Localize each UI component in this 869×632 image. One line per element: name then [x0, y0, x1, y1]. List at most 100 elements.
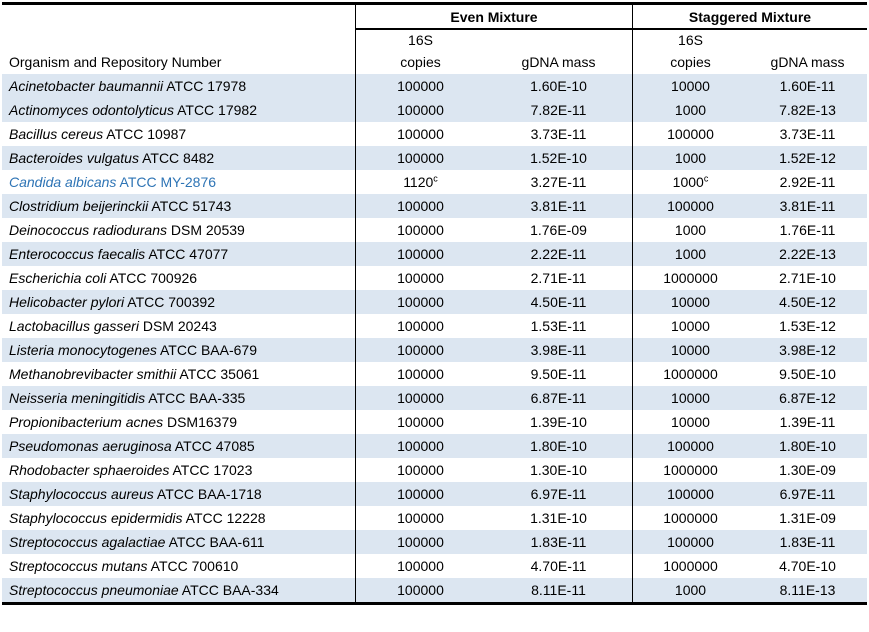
even-copies-cell: 100000 [355, 458, 485, 482]
even-mass-value: 3.98E-11 [530, 342, 587, 358]
staggered-mass-cell: 1.52E-12 [748, 146, 867, 170]
staggered-mass-value: 1.30E-09 [779, 462, 836, 478]
spacer-cell [2, 30, 355, 51]
even-copies-value: 1120 [403, 174, 434, 190]
footnote-marker: c [703, 173, 709, 184]
organism-cell: Streptococcus mutans ATCC 700610 [2, 554, 355, 578]
staggered-copies-cell: 10000 [632, 386, 748, 410]
even-copies-value: 100000 [397, 582, 444, 598]
strain-id: ATCC 12228 [185, 510, 266, 526]
table-row: Enterococcus faecalis ATCC 47077 100000 … [2, 242, 867, 266]
staggered-mass-value: 3.98E-12 [779, 342, 836, 358]
staggered-copies-cell: 100000 [632, 482, 748, 506]
staggered-mass-value: 9.50E-10 [779, 366, 836, 382]
table-row: Helicobacter pylori ATCC 700392 100000 4… [2, 290, 867, 314]
mock-community-table: Even Mixture Staggered Mixture 16S 16S O… [2, 2, 867, 605]
staggered-mass-cell: 3.73E-11 [748, 122, 867, 146]
staggered-mass-value: 4.70E-10 [779, 558, 836, 574]
table-body: Acinetobacter baumannii ATCC 17978 10000… [2, 74, 867, 602]
even-mass-value: 1.39E-10 [530, 414, 587, 430]
staggered-copies-value: 1000 [674, 246, 707, 262]
even-mass-cell: 6.87E-11 [485, 386, 632, 410]
staggered-copies-value: 100000 [667, 486, 714, 502]
staggered-mass-cell: 9.50E-10 [748, 362, 867, 386]
staggered-mass-cell: 2.92E-11 [748, 170, 867, 194]
even-copies-value: 100000 [397, 510, 444, 526]
staggered-copies-value: 10000 [671, 390, 710, 406]
even-mass-value: 1.60E-10 [530, 78, 587, 94]
staggered-mass-value: 2.71E-10 [779, 270, 836, 286]
strain-id: ATCC 10987 [106, 126, 187, 142]
organism-name: Streptococcus agalactiae [9, 534, 166, 550]
organism-name: Rhodobacter sphaeroides [9, 462, 170, 478]
strain-id: ATCC BAA-679 [160, 342, 257, 358]
staggered-mass-cell: 4.50E-12 [748, 290, 867, 314]
organism-name: Streptococcus pneumoniae [9, 582, 179, 598]
staggered-mass-value: 4.50E-12 [779, 294, 836, 310]
even-mass-value: 2.22E-11 [530, 246, 587, 262]
strain-id: ATCC 51743 [151, 198, 232, 214]
strain-id: ATCC BAA-334 [181, 582, 279, 598]
strain-id: DSM 20243 [142, 318, 217, 334]
strain-id: ATCC 35061 [179, 366, 260, 382]
staggered-copies-value: 1000000 [663, 462, 718, 478]
staggered-mass-cell: 2.22E-13 [748, 242, 867, 266]
organism-name: Staphylococcus epidermidis [9, 510, 183, 526]
organism-header-spacer [2, 5, 355, 30]
organism-cell: Listeria monocytogenes ATCC BAA-679 [2, 338, 355, 362]
staggered-copies-value: 10000 [671, 318, 710, 334]
staggered-mass-cell: 1.31E-09 [748, 506, 867, 530]
staggered-mass-cell: 1.80E-10 [748, 434, 867, 458]
table-row: Pseudomonas aeruginosa ATCC 47085 100000… [2, 434, 867, 458]
even-copies-value: 100000 [397, 390, 444, 406]
staggered-mass-cell: 2.71E-10 [748, 266, 867, 290]
organism-cell: Streptococcus agalactiae ATCC BAA-611 [2, 530, 355, 554]
strain-id: ATCC BAA-335 [148, 390, 246, 406]
staggered-copies-value: 1000 [674, 582, 707, 598]
group-header-row: Even Mixture Staggered Mixture [2, 5, 867, 30]
staggered-copies-cell: 1000 [632, 146, 748, 170]
even-mass-value: 4.70E-11 [530, 558, 587, 574]
even-copies-value: 100000 [397, 294, 444, 310]
footnote-marker: c [433, 173, 438, 184]
even-mass-cell: 1.83E-11 [485, 530, 632, 554]
even-mass-value: 2.71E-11 [530, 270, 587, 286]
even-mass-cell: 4.50E-11 [485, 290, 632, 314]
organism-cell: Pseudomonas aeruginosa ATCC 47085 [2, 434, 355, 458]
even-copies-cell: 100000 [355, 146, 485, 170]
even-mass-value: 8.11E-11 [531, 582, 586, 598]
even-mass-cell: 3.73E-11 [485, 122, 632, 146]
even-mass-cell: 1.52E-10 [485, 146, 632, 170]
organism-cell: Clostridium beijerinckii ATCC 51743 [2, 194, 355, 218]
staggered-mass-value: 1.76E-11 [779, 222, 836, 238]
table-row: Listeria monocytogenes ATCC BAA-679 1000… [2, 338, 867, 362]
even-copies-value: 100000 [397, 78, 444, 94]
even-copies-cell: 100000 [355, 386, 485, 410]
table-row: Candida albicans ATCC MY-2876 1120c 3.27… [2, 170, 867, 194]
even-copies-value: 100000 [397, 318, 444, 334]
staggered-mass-cell: 6.97E-11 [748, 482, 867, 506]
even-mass-header: gDNA mass [521, 54, 596, 70]
even-copies-cell: 100000 [355, 314, 485, 338]
organism-cell: Bacteroides vulgatus ATCC 8482 [2, 146, 355, 170]
table-row: Streptococcus pneumoniae ATCC BAA-334 10… [2, 578, 867, 602]
table-row: Staphylococcus epidermidis ATCC 12228 10… [2, 506, 867, 530]
table-row: Actinomyces odontolyticus ATCC 17982 100… [2, 98, 867, 122]
staggered-mass-value: 1.39E-11 [779, 414, 836, 430]
staggered-mass-cell: 1.53E-12 [748, 314, 867, 338]
table-row: Propionibacterium acnes DSM16379 100000 … [2, 410, 867, 434]
even-mass-cell: 1.31E-10 [485, 506, 632, 530]
organism-name: Lactobacillus gasseri [9, 318, 139, 334]
staggered-mass-cell: 1.30E-09 [748, 458, 867, 482]
even-copies-header: copies [355, 51, 485, 74]
staggered-copies-cell: 1000 [632, 578, 748, 602]
staggered-copies-cell: 1000000 [632, 554, 748, 578]
organism-name: Helicobacter pylori [9, 294, 125, 310]
even-copies-cell: 100000 [355, 482, 485, 506]
staggered-copies-value: 10000 [671, 78, 710, 94]
organism-cell: Helicobacter pylori ATCC 700392 [2, 290, 355, 314]
table-row: Streptococcus agalactiae ATCC BAA-611 10… [2, 530, 867, 554]
organism-name: Propionibacterium acnes [9, 414, 164, 430]
even-mass-value: 7.82E-11 [530, 102, 587, 118]
staggered-mass-value: 7.82E-13 [779, 102, 836, 118]
